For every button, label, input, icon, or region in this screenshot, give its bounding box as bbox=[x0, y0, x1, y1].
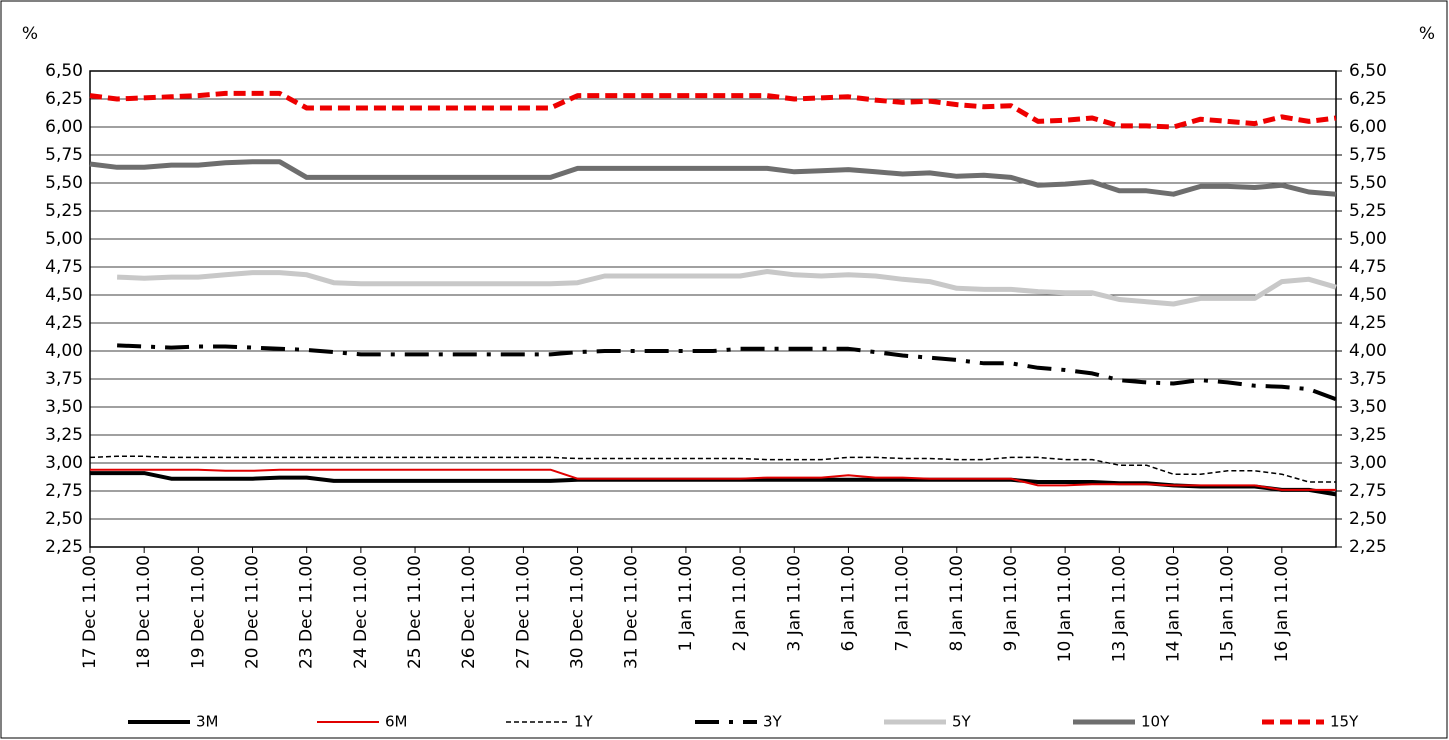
y2-axis-title: % bbox=[1419, 24, 1435, 44]
x-tick-label: 31 Dec 11.00 bbox=[622, 555, 642, 669]
y2-tick-label: 6,00 bbox=[1349, 117, 1387, 137]
y-tick-label: 4,75 bbox=[45, 257, 83, 277]
y2-tick-label: 5,00 bbox=[1349, 229, 1387, 249]
y-tick-label: 6,00 bbox=[45, 117, 83, 137]
y-tick-label: 2,75 bbox=[45, 481, 83, 501]
y2-tick-label: 3,00 bbox=[1349, 453, 1387, 473]
series-line bbox=[90, 471, 1337, 497]
y2-tick-label: 5,50 bbox=[1349, 173, 1387, 193]
x-tick-label: 18 Dec 11.00 bbox=[134, 555, 154, 669]
x-tick-label: 9 Jan 11.00 bbox=[1001, 555, 1021, 652]
x-tick-label: 15 Jan 11.00 bbox=[1218, 555, 1238, 662]
x-tick-label: 14 Jan 11.00 bbox=[1163, 555, 1183, 662]
y-tick-label: 2,25 bbox=[45, 537, 83, 557]
y2-tick-label: 3,25 bbox=[1349, 425, 1387, 445]
x-tick-label: 26 Dec 11.00 bbox=[459, 555, 479, 669]
legend-label: 6M bbox=[385, 713, 408, 731]
legend-label: 3M bbox=[196, 713, 219, 731]
y2-tick-label: 4,75 bbox=[1349, 257, 1387, 277]
x-tick-label: 19 Dec 11.00 bbox=[188, 555, 208, 669]
y-tick-label: 5,25 bbox=[45, 201, 83, 221]
y2-tick-label: 6,25 bbox=[1349, 89, 1387, 109]
legend-label: 15Y bbox=[1330, 713, 1359, 731]
y2-tick-label: 2,25 bbox=[1349, 537, 1387, 557]
y-tick-label: 3,50 bbox=[45, 397, 83, 417]
x-tick-label: 2 Jan 11.00 bbox=[730, 555, 750, 652]
y2-tick-label: 5,25 bbox=[1349, 201, 1387, 221]
y2-tick-label: 5,75 bbox=[1349, 145, 1387, 165]
y2-tick-label: 4,25 bbox=[1349, 313, 1387, 333]
y-tick-label: 6,50 bbox=[45, 61, 83, 81]
series-line bbox=[117, 343, 1337, 402]
x-tick-label: 24 Dec 11.00 bbox=[351, 555, 371, 669]
series-line bbox=[89, 90, 1337, 130]
y2-tick-label: 4,50 bbox=[1349, 285, 1387, 305]
x-tick-label: 20 Dec 11.00 bbox=[243, 555, 263, 669]
series-line bbox=[90, 468, 1336, 491]
y-tick-label: 3,25 bbox=[45, 425, 83, 445]
y-tick-label: 4,50 bbox=[45, 285, 83, 305]
legend-label: 3Y bbox=[763, 713, 783, 731]
x-tick-label: 3 Jan 11.00 bbox=[784, 555, 804, 652]
y2-tick-label: 2,50 bbox=[1349, 509, 1387, 529]
x-tick-label: 30 Dec 11.00 bbox=[568, 555, 588, 669]
y-tick-label: 6,25 bbox=[45, 89, 83, 109]
x-tick-label: 1 Jan 11.00 bbox=[676, 555, 696, 652]
legend-label: 5Y bbox=[952, 713, 972, 731]
x-tick-label: 7 Jan 11.00 bbox=[893, 555, 913, 652]
y-tick-label: 4,00 bbox=[45, 341, 83, 361]
y-tick-label: 4,25 bbox=[45, 313, 83, 333]
x-tick-label: 8 Jan 11.00 bbox=[947, 555, 967, 652]
plot-area bbox=[89, 70, 1337, 548]
legend-label: 1Y bbox=[574, 713, 594, 731]
y-tick-label: 5,50 bbox=[45, 173, 83, 193]
x-tick-label: 13 Jan 11.00 bbox=[1109, 555, 1129, 662]
x-tick-label: 10 Jan 11.00 bbox=[1055, 555, 1075, 662]
y2-tick-label: 3,75 bbox=[1349, 369, 1387, 389]
x-tick-label: 27 Dec 11.00 bbox=[513, 555, 533, 669]
y2-tick-label: 4,00 bbox=[1349, 341, 1387, 361]
y-tick-label: 5,00 bbox=[45, 229, 83, 249]
y2-tick-label: 6,50 bbox=[1349, 61, 1387, 81]
y2-tick-label: 3,50 bbox=[1349, 397, 1387, 417]
y-tick-label: 2,50 bbox=[45, 509, 83, 529]
x-tick-label: 16 Jan 11.00 bbox=[1272, 555, 1292, 662]
series-line bbox=[116, 269, 1337, 307]
y-tick-label: 5,75 bbox=[45, 145, 83, 165]
y-tick-label: 3,00 bbox=[45, 453, 83, 473]
y2-tick-label: 2,75 bbox=[1349, 481, 1387, 501]
x-tick-label: 25 Dec 11.00 bbox=[405, 555, 425, 669]
y-tick-label: 3,75 bbox=[45, 369, 83, 389]
series-line bbox=[89, 159, 1337, 197]
x-tick-label: 6 Jan 11.00 bbox=[838, 555, 858, 652]
legend-label: 10Y bbox=[1141, 713, 1170, 731]
y-axis-title: % bbox=[22, 24, 38, 44]
x-tick-label: 23 Dec 11.00 bbox=[297, 555, 317, 669]
x-tick-label: 17 Dec 11.00 bbox=[80, 555, 100, 669]
